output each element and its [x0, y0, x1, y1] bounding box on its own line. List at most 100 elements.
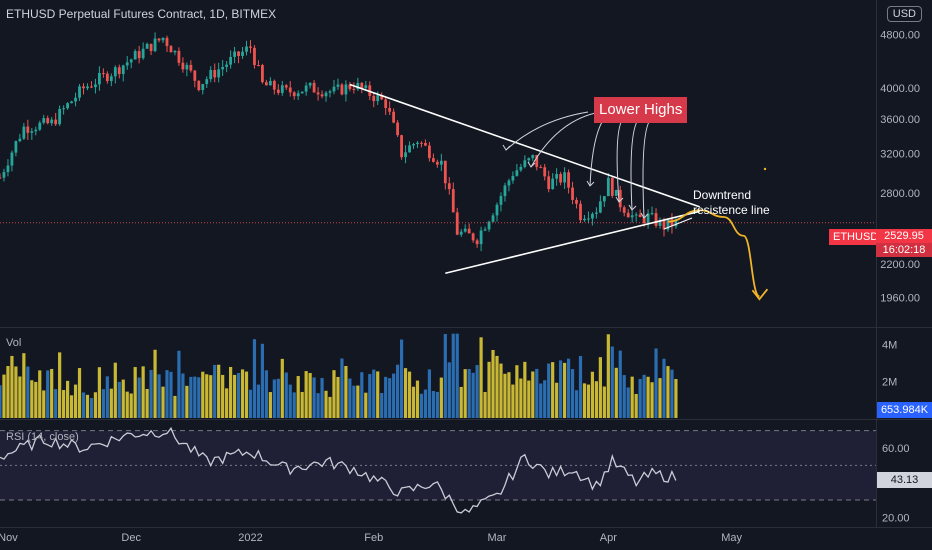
price-tick-label: 3200.00: [880, 149, 920, 161]
candle-body: [555, 174, 559, 179]
candle-body: [209, 70, 213, 80]
volume-bar: [197, 377, 201, 418]
volume-bar: [320, 377, 324, 418]
volume-bar: [360, 372, 364, 418]
candle-body: [527, 158, 531, 161]
volume-bar: [149, 369, 153, 418]
bar-countdown: 16:02:18: [876, 243, 932, 257]
volume-bar: [638, 378, 642, 418]
candle-body: [598, 201, 602, 213]
lower-high-arrowhead: [628, 204, 637, 211]
volume-bar: [340, 358, 344, 418]
volume-bar: [316, 393, 320, 418]
candle-body: [551, 178, 555, 190]
candle-body: [165, 37, 169, 47]
support-trendline: [445, 210, 700, 275]
volume-pane-label: Vol: [6, 337, 22, 349]
volume-bar: [372, 369, 376, 418]
lower-high-arrow: [630, 117, 641, 211]
candle-body: [181, 62, 185, 70]
volume-bar: [439, 377, 443, 418]
volume-bar: [232, 374, 237, 418]
volume-bar: [499, 363, 503, 418]
candle-body: [213, 70, 217, 78]
volume-bar: [574, 390, 579, 418]
candle-body: [133, 51, 137, 60]
volume-bar: [324, 390, 328, 418]
currency-button[interactable]: USD: [886, 6, 922, 22]
volume-bar: [551, 362, 555, 418]
volume-bar: [380, 393, 384, 418]
candle-body: [622, 207, 626, 213]
volume-bar: [531, 371, 535, 418]
downtrend-note: Downtrend resistence line: [693, 188, 770, 217]
candle-body: [360, 82, 364, 88]
volume-bar: [368, 374, 372, 418]
candle-body: [288, 87, 292, 93]
lower-highs-callout: Lower Highs: [594, 97, 688, 123]
candle-body: [523, 160, 527, 167]
candle-body: [14, 141, 18, 153]
candle-body: [563, 172, 566, 183]
volume-bar: [487, 361, 491, 418]
volume-bar: [491, 349, 495, 418]
lower-high-arrow: [530, 111, 601, 168]
candle-body: [217, 69, 221, 78]
candle-body: [66, 103, 69, 109]
volume-bar: [137, 377, 141, 418]
candle-body: [467, 228, 471, 234]
volume-bar: [435, 391, 439, 418]
symbol-price-tag: ETHUSD: [829, 229, 883, 245]
candle-body: [125, 62, 129, 66]
candle-body: [6, 165, 10, 173]
volume-bar: [539, 383, 543, 418]
candle-body: [642, 217, 646, 224]
volume-bar: [618, 350, 622, 418]
candle-body: [284, 85, 288, 88]
candle-body: [384, 99, 388, 109]
candle-body: [400, 135, 403, 158]
volume-bar: [666, 366, 670, 418]
volume-bar: [252, 339, 257, 418]
volume-bar: [276, 378, 280, 418]
volume-bar: [654, 348, 658, 418]
volume-bar: [511, 384, 515, 418]
candle-body: [396, 122, 399, 136]
candle-body: [197, 80, 201, 91]
candle-body: [626, 212, 630, 218]
candle-body: [300, 91, 304, 94]
candle-body: [447, 183, 451, 190]
volume-bar: [38, 370, 42, 418]
candle-body: [638, 214, 642, 218]
volume-bar: [0, 385, 2, 418]
volume-bar: [527, 380, 531, 418]
candle-body: [2, 172, 6, 178]
candle-body: [499, 196, 503, 205]
volume-bar: [81, 392, 86, 418]
volume-bar: [125, 391, 129, 418]
note-pointer: [663, 217, 693, 230]
volume-bar: [308, 373, 312, 418]
candle-body: [491, 215, 495, 222]
candle-body: [618, 189, 622, 208]
volume-bar: [205, 374, 209, 418]
candle-body: [336, 84, 340, 87]
volume-bar: [169, 371, 173, 418]
candle-body: [547, 176, 551, 190]
volume-bar: [459, 386, 463, 418]
volume-bar: [507, 372, 511, 418]
candle-body: [257, 65, 260, 67]
candle-body: [38, 122, 42, 130]
candle-body: [121, 65, 125, 75]
candlestick-series: [0, 32, 678, 252]
candle-body: [109, 76, 113, 82]
volume-bar: [288, 384, 292, 418]
volume-tick-label: 4M: [882, 340, 897, 352]
volume-bar: [10, 355, 14, 418]
candle-body: [340, 84, 344, 95]
volume-bar: [559, 360, 563, 418]
lower-high-arrowhead: [502, 144, 511, 151]
volume-bar: [89, 398, 94, 418]
lower-high-arrow: [642, 117, 653, 219]
